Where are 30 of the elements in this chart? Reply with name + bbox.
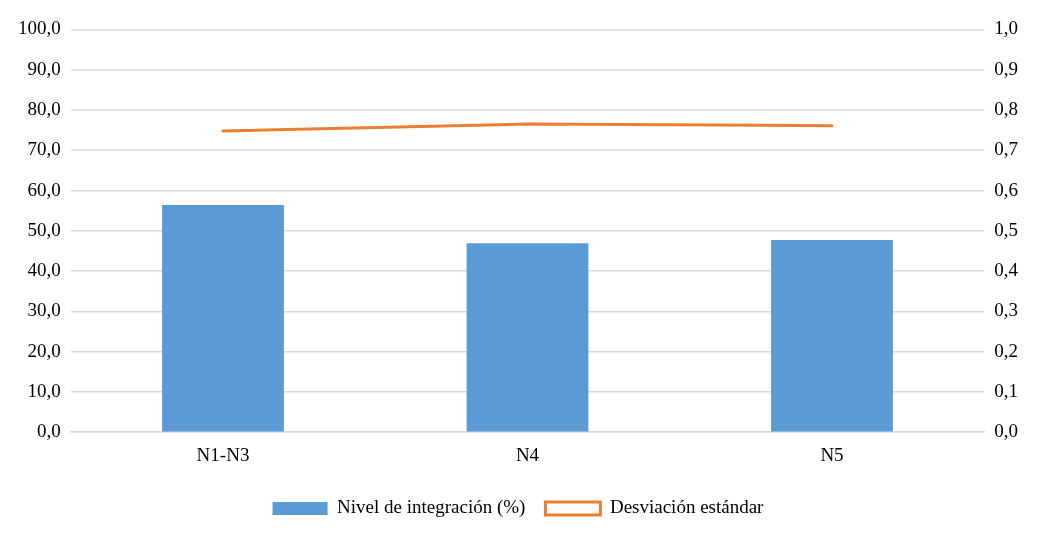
y-tick-label: 80,0 [27, 97, 61, 119]
y2-tick-label: 0,1 [994, 379, 1018, 401]
y-tick-label: 30,0 [27, 299, 61, 321]
y-tick-label: 60,0 [27, 178, 61, 200]
y-tick-label: 0,0 [37, 420, 61, 442]
y-tick-label: 40,0 [27, 259, 61, 281]
x-tick-label: N4 [515, 443, 540, 465]
bar [771, 240, 893, 432]
y-tick-label: 50,0 [27, 218, 61, 240]
y2-tick-label: 0,9 [994, 57, 1018, 79]
y2-tick-label: 0,4 [994, 259, 1019, 281]
y2-tick-label: 0,0 [994, 420, 1018, 442]
legend-label: Nivel de integración (%) [337, 496, 526, 519]
y2-tick-label: 0,7 [994, 138, 1018, 160]
y-tick-label: 90,0 [27, 57, 61, 79]
x-tick-label: N1-N3 [196, 443, 250, 465]
legend-label: Desviación estándar [609, 496, 765, 518]
x-tick-label: N5 [820, 443, 844, 465]
y2-tick-label: 0,5 [994, 218, 1018, 240]
y2-tick-label: 0,3 [994, 299, 1018, 321]
y2-tick-label: 0,8 [994, 97, 1018, 119]
bar [162, 205, 284, 432]
bar [466, 243, 589, 432]
y-tick-label: 100,0 [18, 17, 61, 39]
y-tick-label: 10,0 [27, 379, 61, 401]
y-tick-label: 20,0 [27, 339, 61, 361]
y2-tick-label: 1,0 [994, 17, 1018, 39]
y2-tick-label: 0,6 [994, 178, 1018, 200]
y2-tick-label: 0,2 [994, 339, 1018, 361]
y-tick-label: 70,0 [27, 138, 61, 160]
